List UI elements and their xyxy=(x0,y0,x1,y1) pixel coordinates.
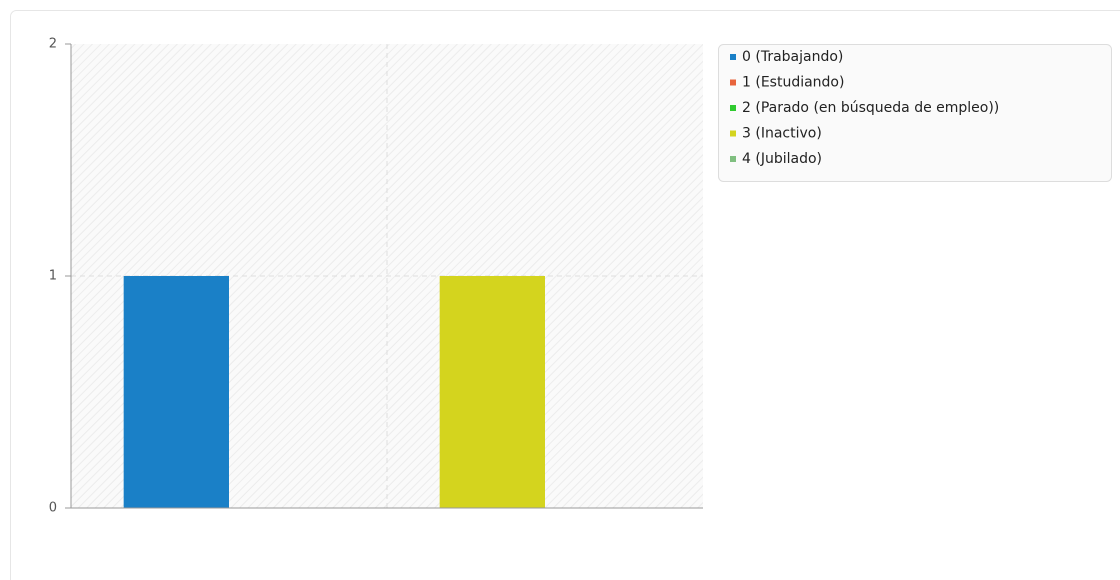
legend-swatch xyxy=(730,156,736,162)
card-border xyxy=(10,10,1120,580)
legend-label: 3 (Inactivo) xyxy=(742,126,822,142)
legend-label: 0 (Trabajando) xyxy=(742,49,843,65)
legend-swatch xyxy=(730,105,736,111)
legend-box xyxy=(718,44,1112,182)
legend-swatch xyxy=(730,130,736,137)
bar xyxy=(123,276,229,508)
legend-label: 4 (Jubilado) xyxy=(742,151,822,167)
y-tick-label: 0 xyxy=(49,501,57,516)
legend-swatch xyxy=(730,79,736,86)
legend-label: 1 (Estudiando) xyxy=(742,75,844,91)
bar xyxy=(439,276,545,508)
y-tick-label: 1 xyxy=(49,269,57,284)
legend-label: 2 (Parado (en búsqueda de empleo)) xyxy=(742,100,999,116)
y-tick-label: 2 xyxy=(49,37,57,52)
legend-swatch xyxy=(730,54,736,60)
